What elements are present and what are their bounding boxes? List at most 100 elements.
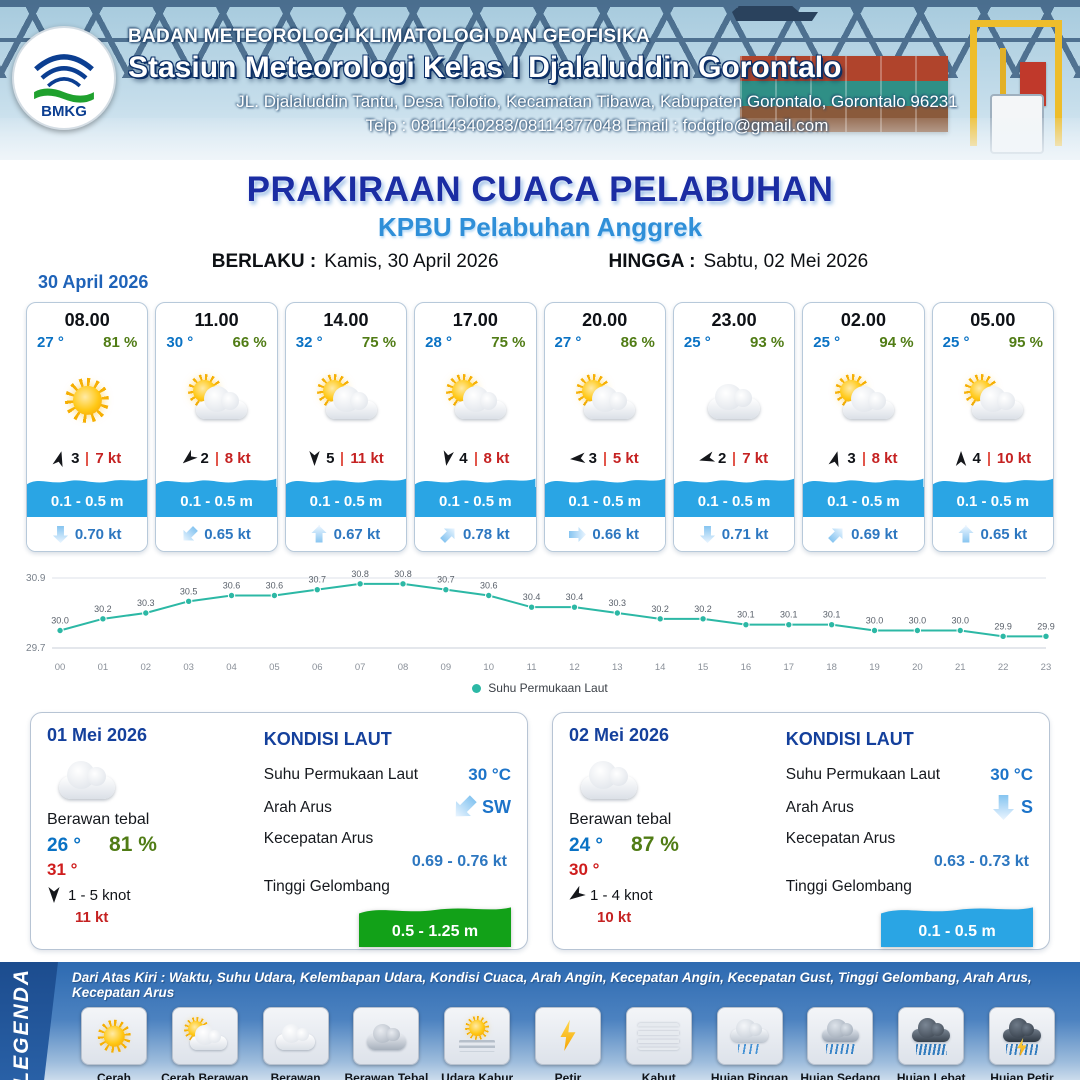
forecast-card: 20.00 27 ° 86 % 3 5 kt [543, 302, 666, 552]
station-address: JL. Djalaluddin Tantu, Desa Tolotio, Kec… [236, 92, 958, 111]
svg-text:30.8: 30.8 [394, 569, 412, 579]
svg-text:04: 04 [226, 662, 237, 673]
legend-label: Berawan Tebal [344, 1071, 429, 1080]
forecast-date: 30 April 2026 [38, 272, 149, 292]
svg-text:30.1: 30.1 [737, 610, 755, 620]
legend-label: Cerah [96, 1071, 131, 1080]
daily-wind-row: 1 - 4 knot [569, 887, 778, 904]
svg-text:05: 05 [269, 662, 280, 673]
weather-icon [700, 373, 768, 427]
svg-text:03: 03 [183, 662, 194, 673]
current-direction-value: SW [454, 795, 511, 820]
daily-weather-icon-area [573, 750, 778, 808]
chart-legend-label: Suhu Permukaan Laut [488, 681, 608, 695]
legend-icon-tile [444, 1007, 511, 1065]
bmkg-logo-graphic: BMKG [34, 54, 94, 120]
daily-humidity: 87 % [631, 832, 679, 856]
daily-forecast-card: 01 Mei 2026 Berawan tebal 26 ° 81 % 31 °… [30, 712, 528, 950]
wave-shape [544, 478, 665, 487]
svg-text:30.8: 30.8 [351, 569, 369, 579]
wave-height-band: 0.1 - 0.5 m [156, 474, 277, 517]
temp-humidity-row: 28 ° 75 % [415, 331, 535, 351]
svg-text:14: 14 [655, 662, 666, 673]
sun-icon-part [97, 1019, 131, 1053]
wave-height-badge: 0.1 - 0.5 m [881, 903, 1033, 947]
daily-condition: Berawan tebal [47, 810, 150, 828]
cloud-icon-part [59, 761, 115, 799]
legend-weather-icon [997, 1016, 1047, 1057]
divider [733, 451, 736, 466]
legend-weather-icon [271, 1016, 321, 1056]
hourly-forecast-row: 08.00 27 ° 81 % 3 7 kt [26, 302, 1054, 552]
legend-icon-tile [625, 1007, 692, 1065]
daily-temp-max: 31 ° [47, 859, 78, 879]
wind-speed: 8 kt [871, 450, 898, 467]
wind-direction-arrow-icon [698, 450, 716, 466]
svg-text:23: 23 [1041, 662, 1052, 673]
legend-band: LEGENDA Dari Atas Kiri : Waktu, Suhu Uda… [0, 962, 1080, 1080]
wind-row: 4 8 kt [415, 450, 535, 474]
cloud-icon-part [581, 761, 637, 799]
legend-weather-icon [180, 1016, 230, 1056]
svg-text:01: 01 [98, 662, 109, 673]
current-speed: 0.78 kt [462, 525, 510, 543]
legend-weather-icon [89, 1016, 139, 1056]
wave-height: 0.1 - 0.5 m [803, 487, 924, 517]
wind-row: 2 7 kt [674, 450, 794, 474]
svg-text:30.6: 30.6 [480, 581, 498, 591]
humidity: 86 % [620, 334, 655, 351]
current-speed: 0.65 kt [204, 525, 251, 543]
wind-row: 3 8 kt [803, 450, 923, 474]
forecast-time: 23.00 [711, 310, 757, 330]
divider [215, 451, 218, 466]
wind-row: 5 11 kt [286, 450, 406, 474]
daily-weather-icon [573, 750, 645, 808]
current-direction-arrow-icon [448, 791, 481, 824]
wave-height-band: 0.1 - 0.5 m [285, 474, 407, 517]
humidity: 81 % [103, 334, 138, 351]
chart-legend: Suhu Permukaan Laut [24, 678, 1056, 698]
legend-label: Hujan Ringan [710, 1071, 789, 1080]
sst-value: 30 °C [468, 765, 511, 784]
wave-height-value: 0.1 - 0.5 m [881, 917, 1033, 947]
current-direction-label: Arah Arus [785, 798, 854, 816]
wind-speed: 10 kt [996, 450, 1032, 467]
legend-label: Hujan Lebat [896, 1071, 966, 1080]
svg-text:30.2: 30.2 [94, 604, 112, 614]
forecast-card: 14.00 32 ° 75 % 5 11 kt [284, 302, 408, 552]
legend-weather-icon [634, 1016, 684, 1056]
legend-item: Kabut [615, 1007, 703, 1080]
daily-forecast-card: 02 Mei 2026 Berawan tebal 24 ° 87 % 30 °… [552, 712, 1050, 950]
weather-icon [959, 373, 1027, 427]
wind-row: 3 5 kt [545, 450, 665, 474]
legend-label: Udara Kabur [441, 1071, 514, 1080]
current-speed-value: 0.63 - 0.73 kt [933, 853, 1029, 870]
wind-beaufort: 3 [71, 450, 80, 467]
svg-text:30.3: 30.3 [137, 598, 155, 608]
wind-beaufort: 4 [972, 450, 981, 467]
current-row: 0.78 kt [415, 517, 536, 551]
sst-value: 30 °C [990, 765, 1033, 784]
bmkg-logo: BMKG [12, 26, 116, 130]
divider [341, 451, 344, 466]
wind-row: 2 8 kt [156, 450, 276, 474]
wind-direction-arrow-icon [51, 450, 67, 468]
divider [603, 451, 606, 466]
header: BMKG BADAN METEOROLOGI KLIMATOLOGI DAN G… [0, 0, 1080, 160]
wind-direction-arrow-icon [440, 450, 455, 467]
wind-beaufort: 2 [200, 450, 209, 467]
divider [86, 451, 89, 466]
bolt-icon-part [1017, 1037, 1027, 1057]
svg-text:02: 02 [141, 662, 152, 673]
svg-text:00: 00 [55, 662, 66, 673]
current-speed-row: Kecepatan Arus [264, 830, 511, 848]
wind-direction-arrow-icon [47, 887, 61, 903]
wave-height-band: 0.1 - 0.5 m [673, 474, 795, 517]
humidity: 75 % [491, 334, 526, 351]
header-text-block: BADAN METEOROLOGI KLIMATOLOGI DAN GEOFIS… [128, 26, 1066, 136]
svg-text:15: 15 [698, 662, 709, 673]
svg-text:18: 18 [826, 662, 837, 673]
weather-icon [53, 373, 121, 427]
current-direction-text: S [1020, 797, 1033, 817]
legend-icon-tile [81, 1007, 147, 1065]
